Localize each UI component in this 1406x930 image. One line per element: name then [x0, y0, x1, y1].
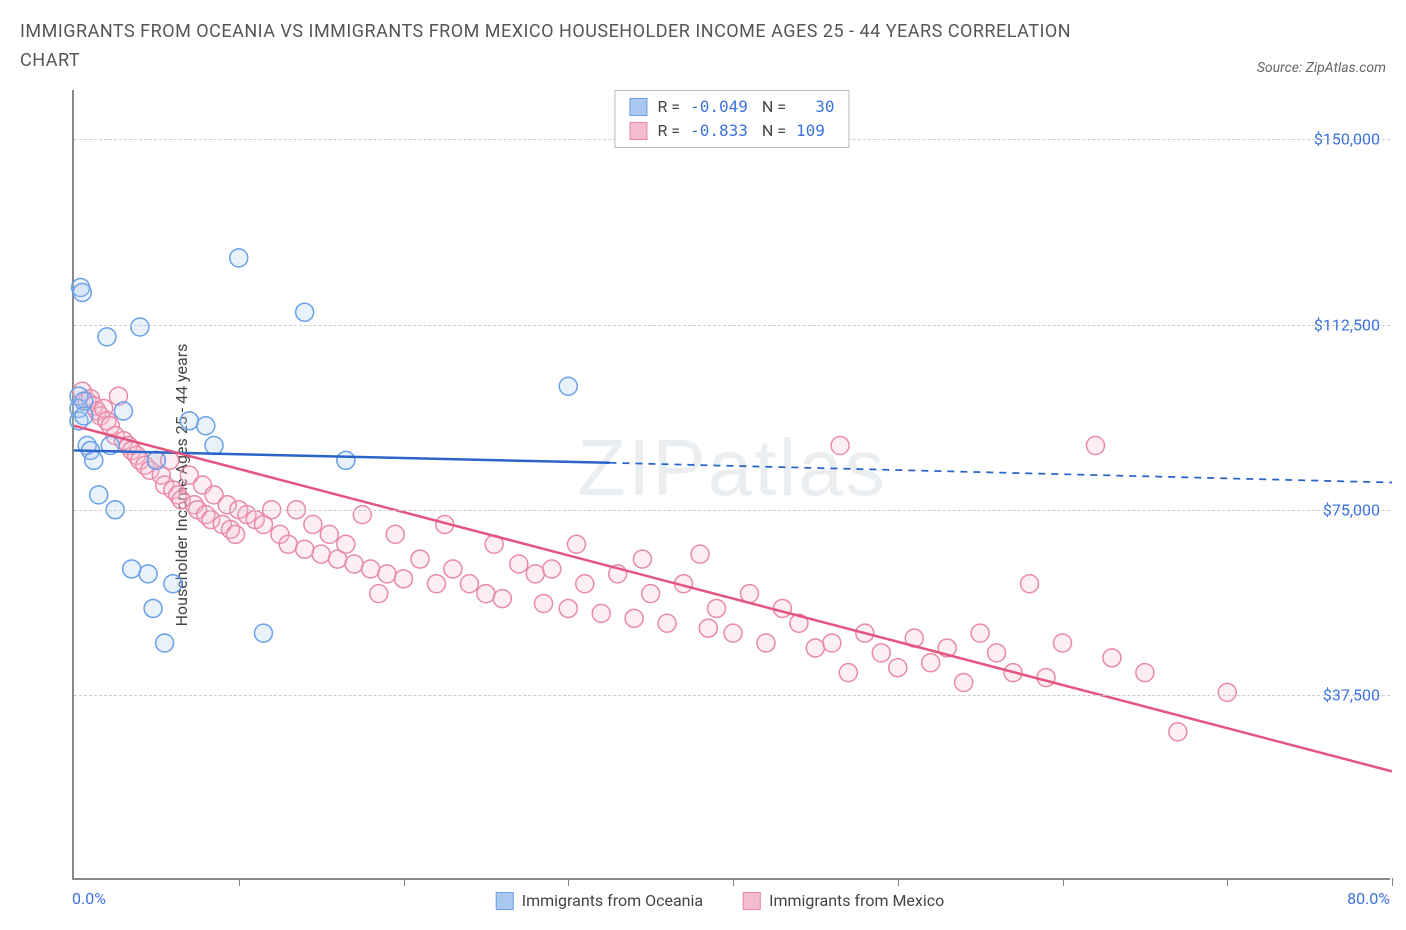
x-tick [1063, 878, 1064, 886]
x-tick [733, 878, 734, 886]
swatch-oceania [629, 98, 647, 116]
x-tick [568, 878, 569, 886]
swatch-mexico-bottom [743, 892, 761, 910]
chart-area: Householder Income Ages 25 - 44 years ZI… [50, 90, 1390, 880]
r-value-mexico: -0.833 [690, 119, 748, 143]
y-tick-label: $37,500 [1323, 685, 1380, 704]
chart-title: IMMIGRANTS FROM OCEANIA VS IMMIGRANTS FR… [20, 18, 1120, 76]
x-tick [404, 878, 405, 886]
swatch-mexico [629, 122, 647, 140]
gridline [74, 510, 1390, 511]
x-tick [1227, 878, 1228, 886]
chart-source: Source: ZipAtlas.com [1257, 60, 1386, 76]
legend-item-oceania: Immigrants from Oceania [496, 891, 703, 910]
x-tick [898, 878, 899, 886]
legend-row-mexico: R = -0.833 N = 109 [629, 119, 834, 143]
x-axis-min-label: 0.0% [72, 889, 106, 908]
r-value-oceania: -0.049 [690, 95, 748, 119]
legend-label-mexico: Immigrants from Mexico [769, 891, 944, 910]
x-axis-max-label: 80.0% [1347, 889, 1390, 908]
y-tick-label: $150,000 [1314, 130, 1380, 149]
y-tick-label: $112,500 [1314, 315, 1380, 334]
swatch-oceania-bottom [496, 892, 514, 910]
plot-svg [74, 90, 1390, 878]
y-tick-label: $75,000 [1323, 500, 1380, 519]
legend-item-mexico: Immigrants from Mexico [743, 891, 944, 910]
legend-series: Immigrants from Oceania Immigrants from … [496, 891, 945, 910]
legend-label-oceania: Immigrants from Oceania [522, 891, 703, 910]
x-tick [1392, 878, 1393, 886]
legend-correlation: R = -0.049 N = 30 R = -0.833 N = 109 [614, 90, 849, 148]
n-value-mexico: 109 [796, 119, 825, 143]
legend-row-oceania: R = -0.049 N = 30 [629, 95, 834, 119]
x-tick [239, 878, 240, 886]
n-value-oceania: 30 [796, 95, 835, 119]
gridline [74, 325, 1390, 326]
plot-region: ZIPatlas R = -0.049 N = 30 R = -0.833 N … [72, 90, 1390, 880]
gridline [74, 695, 1390, 696]
chart-header: IMMIGRANTS FROM OCEANIA VS IMMIGRANTS FR… [0, 0, 1406, 86]
